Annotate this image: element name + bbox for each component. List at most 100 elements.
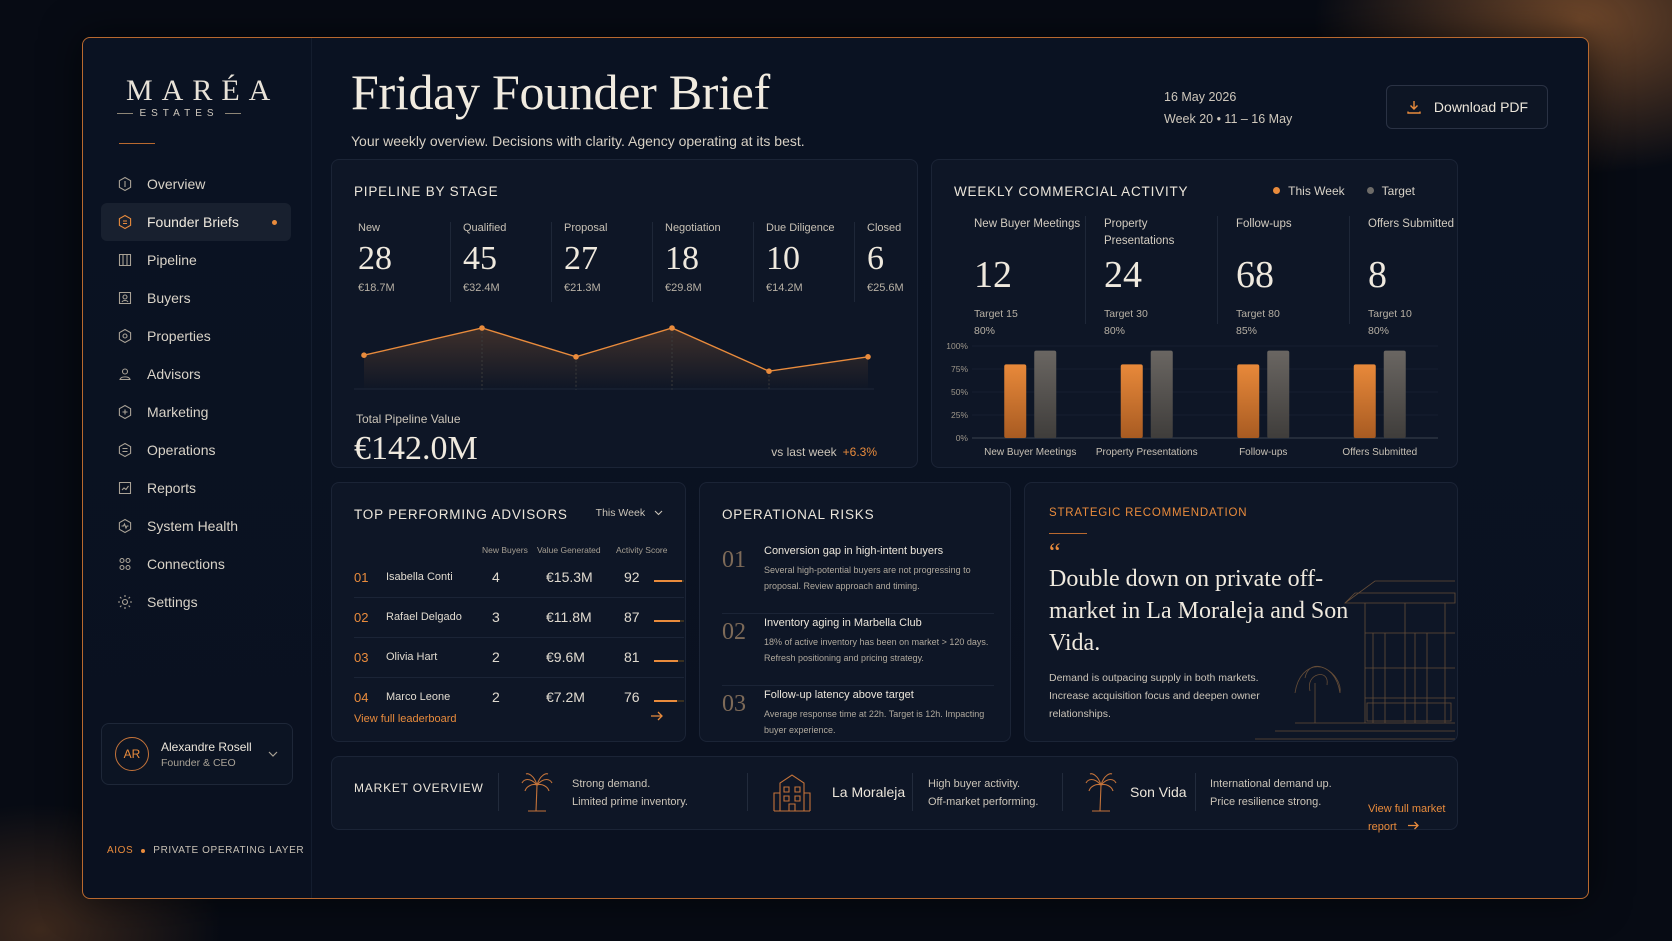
- table-row[interactable]: 03 Olivia Hart 2 €9.6M 81: [354, 637, 684, 678]
- metric-property-presentations[interactable]: Property Presentations 24 Target 30 80%: [1086, 216, 1218, 337]
- market-3-line1: International demand up.: [1210, 778, 1332, 790]
- risk-item[interactable]: 01 Conversion gap in high-intent buyers Se…: [722, 545, 994, 614]
- sidebar-item-pipeline[interactable]: Pipeline: [101, 241, 291, 279]
- sidebar-item-settings[interactable]: Settings: [101, 583, 291, 621]
- stage-label: Closed: [867, 222, 902, 234]
- sidebar-item-label: Operations: [147, 442, 216, 458]
- sidebar-item-overview[interactable]: Overview: [101, 165, 291, 203]
- stage-proposal[interactable]: Proposal 27 €21.3M: [552, 222, 653, 302]
- chevron-down-icon[interactable]: [268, 748, 278, 760]
- risk-description: Average response time at 22h. Target is …: [764, 709, 985, 735]
- market-3-name: Son Vida: [1130, 784, 1187, 800]
- metric-target: Target 80 85%: [1236, 306, 1349, 340]
- stage-qualified[interactable]: Qualified 45 €32.4M: [451, 222, 552, 302]
- sidebar-item-label: Buyers: [147, 290, 191, 306]
- stage-new[interactable]: New 28 €18.7M: [350, 222, 451, 302]
- advisor-new-buyers: 3: [492, 609, 500, 625]
- metric-label: Follow-ups: [1236, 218, 1292, 230]
- current-date: 16 May 2026: [1164, 90, 1237, 104]
- strategy-title: STRATEGIC RECOMMENDATION: [1049, 507, 1248, 519]
- metric-value: 8: [1368, 254, 1387, 296]
- activity-score-fill: [654, 660, 679, 662]
- trend-point-3: [669, 325, 675, 331]
- metric-target-pct: 80%: [974, 325, 996, 337]
- sidebar-item-founder-briefs[interactable]: Founder Briefs: [101, 203, 291, 241]
- advisor-value: €7.2M: [546, 689, 585, 705]
- metric-target-pct: 80%: [1368, 325, 1390, 337]
- sidebar-nav: Overview Founder Briefs Pipeline Buyers Prop…: [101, 165, 291, 621]
- brand-logo[interactable]: MARÉA ESTATES: [117, 74, 270, 119]
- stage-value: €18.7M: [358, 282, 395, 294]
- hexagon-icon: [117, 176, 133, 192]
- user-info: Alexandre Rosell Founder & CEO: [161, 740, 252, 769]
- sidebar-item-marketing[interactable]: Marketing: [101, 393, 291, 431]
- advisors-title: TOP PERFORMING ADVISORS: [354, 507, 568, 522]
- risk-title: Inventory aging in Marbella Club: [764, 617, 922, 629]
- strategy-card: STRATEGIC RECOMMENDATION “ Double down o…: [1024, 482, 1458, 742]
- pipeline-title: PIPELINE BY STAGE: [354, 184, 499, 199]
- time-filter-select[interactable]: This Week: [596, 507, 663, 519]
- stage-label: Negotiation: [665, 222, 721, 234]
- properties-icon: [117, 328, 133, 344]
- advisor-new-buyers: 4: [492, 569, 500, 585]
- bar-this-week-0: [1004, 364, 1027, 438]
- activity-score-fill: [654, 580, 682, 582]
- chevron-down-icon: [654, 510, 663, 516]
- palm-tree-icon: [521, 773, 553, 812]
- table-row[interactable]: 01 Isabella Conti 4 €15.3M 92: [354, 557, 684, 598]
- activity-score-bar: [654, 580, 684, 582]
- risk-number: 03: [722, 691, 746, 717]
- metric-value: 12: [974, 254, 1012, 296]
- stage-value: €14.2M: [766, 282, 803, 294]
- stage-negotiation[interactable]: Negotiation 18 €29.8M: [653, 222, 754, 302]
- sidebar-item-label: Pipeline: [147, 252, 197, 268]
- sidebar-item-system-health[interactable]: System Health: [101, 507, 291, 545]
- stage-closed[interactable]: Closed 6 €25.6M: [855, 222, 956, 302]
- date-block: 16 May 2026 Week 20 • 11 – 16 May: [1164, 86, 1292, 130]
- strategy-body: Demand is outpacing supply in both marke…: [1049, 672, 1260, 720]
- quote-icon: “: [1049, 538, 1061, 567]
- bar-this-week-3: [1353, 364, 1376, 438]
- sidebar-item-connections[interactable]: Connections: [101, 545, 291, 583]
- risk-item[interactable]: 03 Follow-up latency above target Average …: [722, 689, 994, 757]
- trend-point-4: [766, 368, 772, 374]
- vs-change: +6.3%: [842, 445, 877, 459]
- palm-tree-icon: [1085, 773, 1117, 812]
- metric-offers-submitted[interactable]: Offers Submitted 8 Target 10 80%: [1350, 216, 1482, 337]
- market-divider: [1062, 773, 1063, 811]
- sidebar-item-properties[interactable]: Properties: [101, 317, 291, 355]
- sidebar-item-label: Properties: [147, 328, 211, 344]
- stage-value: €29.8M: [665, 282, 702, 294]
- reports-icon: [117, 480, 133, 496]
- sidebar-item-operations[interactable]: Operations: [101, 431, 291, 469]
- table-row[interactable]: 04 Marco Leone 2 €7.2M 76: [354, 677, 684, 717]
- gear-icon: [117, 594, 133, 610]
- sidebar-item-buyers[interactable]: Buyers: [101, 279, 291, 317]
- download-pdf-button[interactable]: Download PDF: [1386, 85, 1548, 129]
- brand-sub: ESTATES: [139, 108, 219, 119]
- metric-target-pct: 85%: [1236, 325, 1258, 337]
- advisors-card: TOP PERFORMING ADVISORS This Week New Bu…: [331, 482, 686, 742]
- metric-new-buyer-meetings[interactable]: New Buyer Meetings 12 Target 15 80%: [954, 216, 1086, 337]
- footer-tag: AIOS PRIVATE OPERATING LAYER: [107, 845, 304, 856]
- advisor-new-buyers: 2: [492, 649, 500, 665]
- metric-follow-ups[interactable]: Follow-ups 68 Target 80 85%: [1218, 216, 1350, 337]
- sidebar-item-reports[interactable]: Reports: [101, 469, 291, 507]
- stage-due-diligence[interactable]: Due Diligence 10 €14.2M: [754, 222, 855, 302]
- view-leaderboard-link[interactable]: View full leaderboard: [354, 709, 664, 727]
- metric-target-value: Target 30: [1104, 308, 1148, 320]
- user-card[interactable]: AR Alexandre Rosell Founder & CEO: [101, 723, 293, 785]
- view-market-report-link[interactable]: View full market report: [1368, 799, 1457, 835]
- commercial-bar-chart: 0% 25% 50% 75% 100% New Buyer Meetings Propert…: [946, 341, 1438, 458]
- table-row[interactable]: 02 Rafael Delgado 3 €11.8M 87: [354, 597, 684, 638]
- stage-label: Proposal: [564, 222, 608, 234]
- advisor-score: 76: [624, 689, 640, 705]
- trend-line: [363, 327, 869, 372]
- market-2-name: La Moraleja: [832, 784, 906, 800]
- buyers-icon: [117, 290, 133, 306]
- y-tick-label: 100%: [946, 341, 968, 351]
- risk-item[interactable]: 02 Inventory aging in Marbella Club 18% of…: [722, 617, 994, 686]
- sidebar-item-advisors[interactable]: Advisors: [101, 355, 291, 393]
- marketing-icon: [117, 404, 133, 420]
- risk-description: 18% of active inventory has been on mark…: [764, 637, 989, 663]
